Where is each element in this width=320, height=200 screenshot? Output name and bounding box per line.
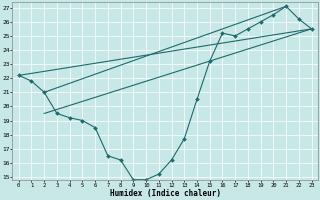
X-axis label: Humidex (Indice chaleur): Humidex (Indice chaleur) [110,189,220,198]
